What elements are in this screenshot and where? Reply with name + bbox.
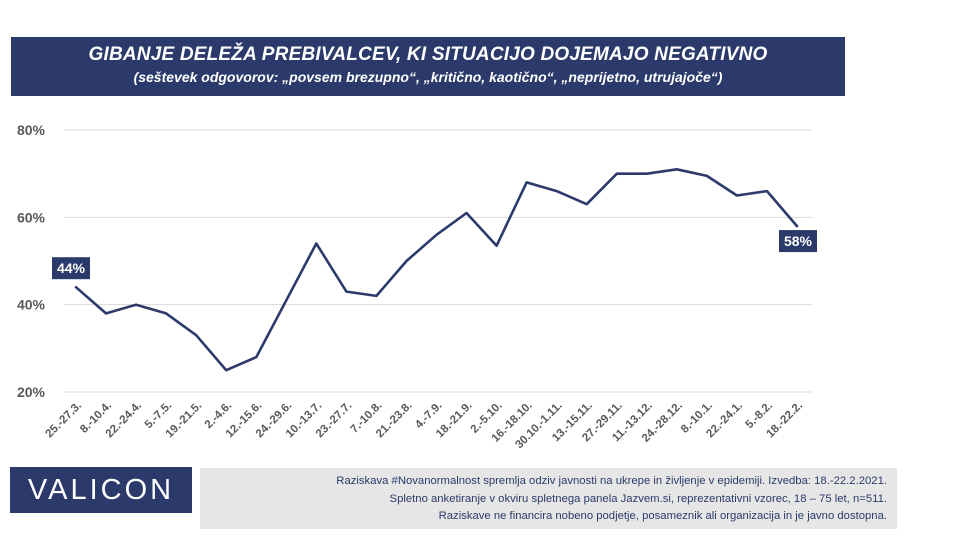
data-annotations: 44% 58% <box>52 230 817 280</box>
x-tick-label: 25.-27.3. <box>44 400 85 441</box>
footer-note-line: Raziskava #Novanormalnost spremlja odziv… <box>336 475 887 487</box>
y-tick-label: 20% <box>17 384 46 400</box>
chart-title-banner: GIBANJE DELEŽA PREBIVALCEV, KI SITUACIJO… <box>11 37 845 96</box>
series-line <box>74 168 799 372</box>
y-axis-labels: 20% 40% 60% 80% <box>17 122 46 400</box>
chart-subtitle: (seštevek odgovorov: „povsem brezupno“, … <box>133 69 723 85</box>
footer-note-line: Raziskave ne financira nobeno podjetje, … <box>438 510 887 522</box>
y-tick-label: 40% <box>17 297 46 313</box>
data-label-box <box>779 230 817 253</box>
valicon-logo: VALICON <box>10 467 192 513</box>
x-axis-labels: 25.-27.3.8.-10.4.22.-24.4.5.-7.5.19.-21.… <box>44 400 806 451</box>
data-series <box>74 168 799 372</box>
data-label: 44% <box>57 260 86 276</box>
chart-gridlines <box>64 129 812 393</box>
data-label: 58% <box>784 233 813 249</box>
data-label-box <box>52 257 90 280</box>
chart-title: GIBANJE DELEŽA PREBIVALCEV, KI SITUACIJO… <box>88 44 768 65</box>
footer-note: Raziskava #Novanormalnost spremlja odziv… <box>200 468 897 529</box>
y-tick-label: 80% <box>17 122 46 138</box>
y-tick-label: 60% <box>17 209 46 225</box>
footer-note-line: Spletno anketiranje v okviru spletnega p… <box>389 492 887 505</box>
